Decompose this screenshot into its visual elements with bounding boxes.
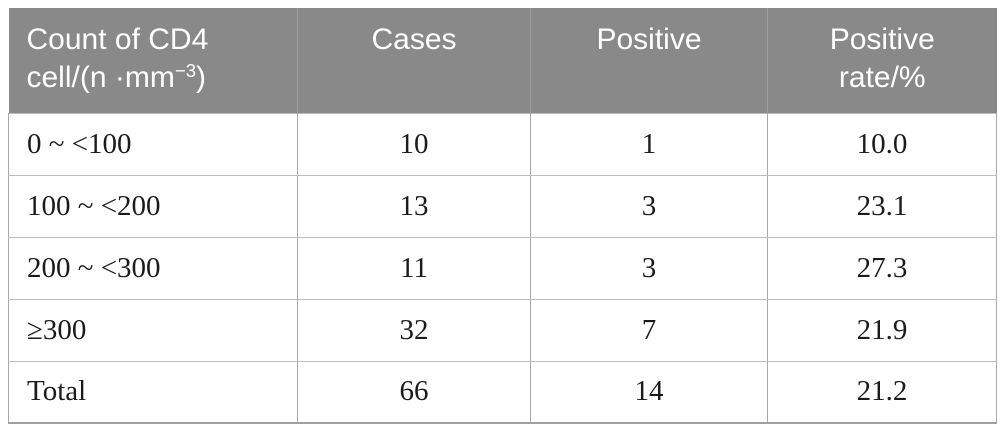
header-cd4-close: ) [196, 61, 207, 94]
cases-cell: 10 [297, 112, 531, 176]
header-row: Count of CD4 cell/(n ·mm−3) Cases Positi… [8, 8, 997, 113]
rate-cell: 23.1 [767, 175, 997, 238]
range-cell: 200 ~ <300 [8, 237, 298, 300]
rate-cell: 10.0 [767, 112, 997, 176]
table-row: 100 ~ <200 13 3 23.1 [8, 175, 997, 238]
cases-cell: 13 [297, 175, 531, 238]
rate-cell: 21.2 [767, 361, 997, 424]
range-cell: Total [8, 361, 298, 424]
rate-cell: 21.9 [767, 299, 997, 362]
positive-cell: 3 [530, 175, 768, 238]
header-cell-cd4-count: Count of CD4 cell/(n ·mm−3) [8, 8, 298, 113]
positive-cell: 3 [530, 237, 768, 300]
cd4-positive-rate-table: Count of CD4 cell/(n ·mm−3) Cases Positi… [8, 8, 997, 424]
table-row: ≥300 32 7 21.9 [8, 299, 997, 362]
header-cd4-text: Count of CD4 cell/(n ·mm [26, 23, 209, 94]
table-row: 0 ~ <100 10 1 10.0 [8, 112, 997, 176]
range-cell: ≥300 [8, 299, 298, 362]
table-row: 200 ~ <300 11 3 27.3 [8, 237, 997, 300]
rate-cell: 27.3 [767, 237, 997, 300]
cases-cell: 32 [297, 299, 531, 362]
header-cell-positive: Positive [530, 8, 768, 113]
cases-cell: 66 [297, 361, 531, 424]
superscript-exponent: −3 [174, 59, 197, 81]
positive-cell: 1 [530, 112, 768, 176]
range-cell: 100 ~ <200 [8, 175, 298, 238]
table-row-total: Total 66 14 21.2 [8, 361, 997, 424]
cases-cell: 11 [297, 237, 531, 300]
table-header: Count of CD4 cell/(n ·mm−3) Cases Positi… [8, 8, 997, 113]
header-cell-positive-rate: Positive rate/% [767, 8, 997, 113]
positive-cell: 7 [530, 299, 768, 362]
positive-cell: 14 [530, 361, 768, 424]
range-cell: 0 ~ <100 [8, 112, 298, 176]
table-body: 0 ~ <100 10 1 10.0 100 ~ <200 13 3 23.1 … [8, 112, 997, 424]
header-cell-cases: Cases [297, 8, 531, 113]
